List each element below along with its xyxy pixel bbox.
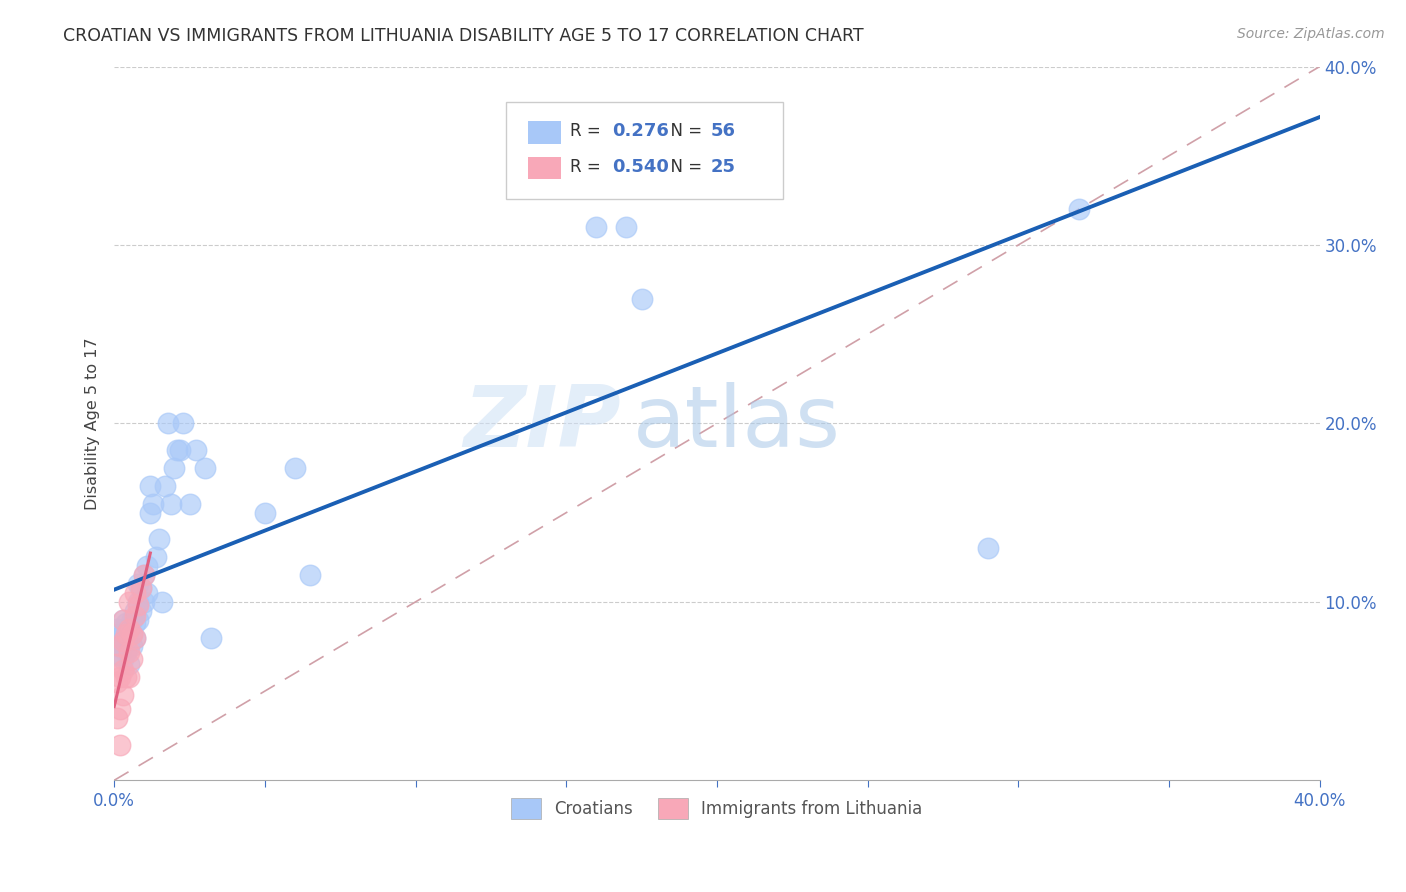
Point	[112, 652, 135, 666]
Point	[112, 640, 135, 654]
Point	[163, 461, 186, 475]
Text: N =: N =	[661, 158, 707, 176]
Point	[110, 627, 132, 641]
Point	[184, 443, 207, 458]
Text: 0.276: 0.276	[612, 122, 669, 140]
Point	[110, 634, 132, 648]
Point	[115, 670, 138, 684]
Point	[630, 292, 652, 306]
Point	[299, 568, 322, 582]
Point	[124, 616, 146, 631]
Text: atlas: atlas	[633, 382, 841, 465]
Point	[134, 568, 156, 582]
Point	[131, 581, 153, 595]
Point	[112, 688, 135, 702]
Point	[127, 595, 149, 609]
FancyBboxPatch shape	[527, 120, 561, 144]
Text: R =: R =	[569, 122, 606, 140]
Point	[121, 613, 143, 627]
Text: ZIP: ZIP	[463, 382, 620, 465]
Point	[127, 599, 149, 613]
Point	[139, 479, 162, 493]
Point	[977, 541, 1000, 556]
Point	[166, 443, 188, 458]
Text: Source: ZipAtlas.com: Source: ZipAtlas.com	[1237, 27, 1385, 41]
Point	[124, 604, 146, 618]
Point	[118, 670, 141, 684]
Point	[134, 595, 156, 609]
Point	[115, 616, 138, 631]
Point	[127, 577, 149, 591]
Point	[115, 645, 138, 659]
Point	[121, 627, 143, 641]
Point	[173, 417, 195, 431]
Point	[110, 648, 132, 663]
Point	[131, 581, 153, 595]
Point	[118, 657, 141, 672]
Text: N =: N =	[661, 122, 707, 140]
Point	[121, 640, 143, 654]
Point	[200, 631, 222, 645]
Point	[110, 702, 132, 716]
Point	[115, 631, 138, 645]
Point	[105, 711, 128, 725]
Point	[105, 631, 128, 645]
Point	[124, 586, 146, 600]
FancyBboxPatch shape	[506, 103, 783, 199]
Text: 56: 56	[711, 122, 735, 140]
Point	[105, 622, 128, 636]
Point	[121, 652, 143, 666]
Point	[110, 670, 132, 684]
Point	[105, 675, 128, 690]
Y-axis label: Disability Age 5 to 17: Disability Age 5 to 17	[86, 337, 100, 509]
Text: 0.540: 0.540	[612, 158, 669, 176]
Point	[148, 533, 170, 547]
Point	[118, 645, 141, 659]
Point	[155, 479, 177, 493]
Point	[179, 497, 201, 511]
Point	[136, 586, 159, 600]
Point	[136, 559, 159, 574]
Point	[112, 663, 135, 677]
Text: 25: 25	[711, 158, 735, 176]
Point	[194, 461, 217, 475]
Point	[152, 595, 174, 609]
Point	[134, 568, 156, 582]
Point	[284, 461, 307, 475]
Text: R =: R =	[569, 158, 606, 176]
Point	[169, 443, 191, 458]
Point	[110, 738, 132, 752]
Point	[118, 640, 141, 654]
Point	[124, 631, 146, 645]
Point	[139, 506, 162, 520]
Point	[253, 506, 276, 520]
Point	[142, 497, 165, 511]
Point	[112, 627, 135, 641]
Point	[157, 417, 180, 431]
Point	[112, 613, 135, 627]
Point	[105, 657, 128, 672]
Point	[118, 622, 141, 636]
Text: CROATIAN VS IMMIGRANTS FROM LITHUANIA DISABILITY AGE 5 TO 17 CORRELATION CHART: CROATIAN VS IMMIGRANTS FROM LITHUANIA DI…	[63, 27, 863, 45]
Point	[112, 613, 135, 627]
Point	[118, 622, 141, 636]
Point	[1067, 202, 1090, 217]
Point	[121, 627, 143, 641]
Point	[585, 220, 607, 235]
Point	[118, 595, 141, 609]
Point	[115, 627, 138, 641]
Point	[112, 634, 135, 648]
Point	[127, 613, 149, 627]
Legend: Croatians, Immigrants from Lithuania: Croatians, Immigrants from Lithuania	[505, 792, 929, 825]
Point	[110, 640, 132, 654]
Point	[160, 497, 183, 511]
Point	[105, 640, 128, 654]
Point	[145, 550, 167, 565]
Point	[131, 604, 153, 618]
FancyBboxPatch shape	[527, 156, 561, 179]
Point	[124, 631, 146, 645]
Point	[616, 220, 638, 235]
Point	[124, 609, 146, 624]
